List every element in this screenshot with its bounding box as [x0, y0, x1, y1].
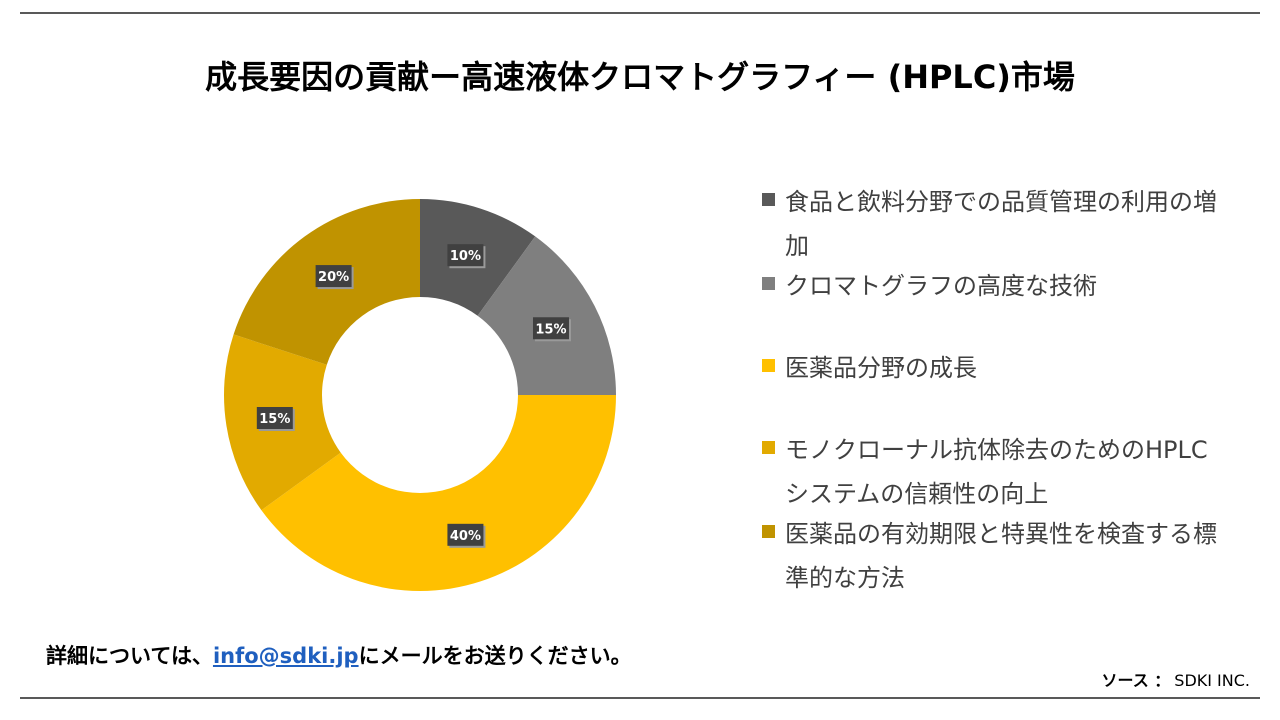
data-label-1: 10% [447, 244, 486, 269]
top-divider [20, 12, 1260, 14]
chart-title: 成長要因の貢献ー高速液体クロマトグラフィー (HPLC)市場 [205, 58, 1075, 96]
email-link[interactable]: info@sdki.jp [212, 644, 359, 668]
legend-label: 医薬品分野の成長 [785, 354, 977, 382]
donut-svg: 10% 15% 40% 15% 20% [224, 199, 616, 591]
data-label-2: 15% [532, 317, 571, 342]
data-label-4: 15% [256, 406, 295, 431]
data-label-5: 20% [315, 265, 354, 290]
legend-swatch [762, 193, 775, 206]
data-label-box [447, 244, 484, 267]
legend-swatch [762, 441, 775, 454]
data-label-text: 15% [535, 322, 566, 337]
data-label-3: 40% [447, 523, 486, 548]
data-label-box [447, 523, 484, 546]
bottom-divider [20, 697, 1260, 699]
data-label-text: 10% [450, 249, 481, 264]
legend-item-3: 医薬品分野の成長 [762, 346, 1225, 390]
source-credit: ソース ： SDKI INC. [1102, 667, 1251, 691]
legend-label: モノクローナル抗体除去のためのHPLC システムの信頼性の向上 [785, 436, 1208, 508]
data-label-text: 20% [318, 270, 349, 285]
data-label-box [315, 265, 352, 288]
legend-item-4: モノクローナル抗体除去のためのHPLC システムの信頼性の向上 [762, 428, 1225, 516]
donut-slice-3 [261, 395, 616, 591]
data-label-box [256, 406, 293, 429]
data-label-text: 15% [259, 412, 290, 427]
legend-item-5: 医薬品の有効期限と特異性を検査する標準的な方法 [762, 512, 1225, 600]
contact-prefix: 詳細については、 [46, 644, 213, 668]
legend-swatch [762, 277, 775, 290]
legend-label: クロマトグラフの高度な技術 [785, 272, 1097, 300]
data-label-text: 40% [450, 529, 481, 544]
source-value: SDKI INC. [1174, 671, 1250, 690]
legend-swatch [762, 525, 775, 538]
data-label-box [532, 317, 569, 340]
legend-label: 医薬品の有効期限と特異性を検査する標準的な方法 [785, 520, 1217, 592]
legend-item-1: 食品と飲料分野での品質管理の利用の増加 [762, 180, 1225, 268]
donut-chart: 10% 15% 40% 15% 20% [210, 185, 630, 605]
legend-item-2: クロマトグラフの高度な技術 [762, 264, 1225, 308]
legend-swatch [762, 359, 775, 372]
donut-slice-2 [477, 236, 616, 395]
contact-suffix: にメールをお送りください。 [358, 644, 632, 668]
legend-label: 食品と飲料分野での品質管理の利用の増加 [785, 188, 1217, 260]
contact-note: 詳細については、info@sdki.jpにメールをお送りください。 [46, 640, 632, 670]
source-label: ソース ： [1101, 671, 1171, 690]
